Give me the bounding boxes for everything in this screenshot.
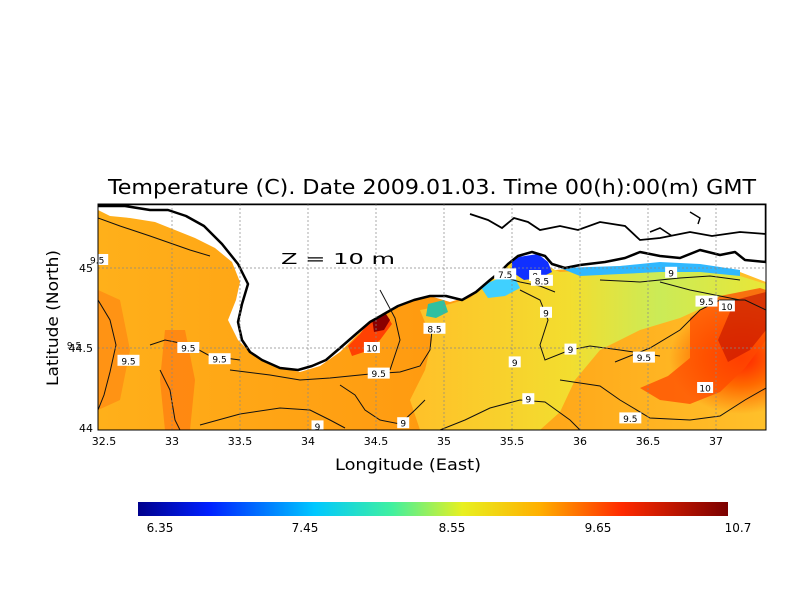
x-tick-label: 35.5 — [500, 435, 525, 448]
contour-label: 9.5 — [632, 351, 655, 364]
contour-label: 9.5 — [208, 353, 231, 366]
colorbar: 6.35 7.45 8.55 9.65 10.7 — [138, 502, 751, 535]
contour-label-text: 7.5 — [498, 271, 512, 281]
contour-label: 10 — [363, 342, 380, 355]
contour-label: 9 — [397, 417, 410, 430]
x-tick-label: 33.5 — [228, 435, 253, 448]
colorbar-tick-label: 6.35 — [147, 521, 174, 535]
contour-label: 9 — [508, 356, 521, 369]
colorbar-tick-label: 8.55 — [439, 521, 466, 535]
contour-label-text: 8.5 — [427, 325, 441, 335]
contour-label: 9 — [311, 420, 324, 433]
contour-label: 9 — [522, 393, 535, 406]
contour-label-text: 9.5 — [637, 354, 651, 364]
x-tick-label: 37 — [709, 435, 723, 448]
contour-label: 9.5 — [63, 338, 86, 351]
contour-label-text: 9 — [568, 346, 574, 356]
contour-label-text: 9.5 — [372, 370, 386, 380]
contour-label: 9 — [665, 266, 678, 279]
contour-label-text: 9.5 — [121, 357, 135, 367]
contour-label: 7.5 — [494, 268, 517, 281]
plot-frame — [97, 203, 767, 431]
x-tick-label: 36 — [573, 435, 587, 448]
colorbar-tick-label: 7.45 — [292, 521, 319, 535]
contour-label-text: 9 — [512, 359, 518, 369]
grid-lines — [98, 204, 766, 430]
x-tick-label: 32.5 — [92, 435, 117, 448]
contour-label-text: 9.5 — [67, 341, 81, 351]
contour-label-text: 9.5 — [699, 298, 713, 308]
contour-label: 9.5 — [117, 354, 140, 367]
contour-label-text: 9 — [543, 309, 549, 319]
contour-label-text: 10 — [721, 303, 733, 313]
x-tick-label: 33 — [165, 435, 179, 448]
contour-label-text: 9 — [525, 396, 531, 406]
contour-label: 10 — [697, 382, 714, 395]
contour-label-text: 9 — [400, 420, 406, 430]
depth-annotation: Z = 10 m — [281, 250, 395, 268]
cold-water-patch — [512, 254, 552, 280]
contour-label: 9.5 — [86, 254, 109, 267]
y-axis: 44 44.5 45 — [69, 262, 94, 435]
contour-label: 9.5 — [367, 367, 390, 380]
y-tick-label: 45 — [79, 262, 93, 275]
contour-label-text: 9.5 — [212, 356, 226, 366]
y-axis-label: Latitude (North) — [43, 250, 62, 386]
x-axis: 32.5 33 33.5 34 34.5 35 35.5 36 36.5 37 — [92, 435, 723, 448]
contour-label-text: 10 — [699, 385, 711, 395]
land-crimea — [98, 204, 766, 372]
colorbar-tick-label: 10.7 — [725, 521, 752, 535]
contour-label: 8.5 — [423, 322, 446, 335]
contour-label-layer: 9.59.59.59.59.5109.5998.57.588.599999.59… — [63, 254, 735, 433]
contour-label: 10 — [718, 300, 735, 313]
contour-label-text: 9.5 — [181, 345, 195, 355]
x-axis-label: Longitude (East) — [335, 455, 481, 474]
colorbar-tick-label: 9.65 — [585, 521, 612, 535]
contour-label: 9.5 — [177, 342, 200, 355]
contour-label: 9 — [540, 306, 552, 319]
contour-label: 9.5 — [695, 295, 718, 308]
chart-title: Temperature (C). Date 2009.01.03. Time 0… — [107, 175, 757, 199]
map-plot-area: 9.59.59.59.59.5109.5998.57.588.599999.59… — [63, 203, 767, 433]
contour-label-text: 10 — [366, 345, 378, 355]
y-tick-label: 44 — [79, 422, 93, 435]
x-tick-label: 35 — [437, 435, 451, 448]
contour-label: 9 — [564, 343, 577, 356]
contour-label-text: 9 — [668, 269, 674, 279]
contour-label: 9.5 — [619, 412, 642, 425]
y-tick-label: 44.5 — [69, 342, 94, 355]
contour-label-text: 9.5 — [90, 257, 104, 267]
contour-label-text: 9 — [315, 423, 321, 433]
x-tick-label: 34.5 — [364, 435, 389, 448]
x-tick-label: 36.5 — [636, 435, 661, 448]
contour-label: 8.5 — [530, 274, 553, 287]
contour-label-text: 8.5 — [535, 277, 549, 287]
colorbar-gradient — [138, 502, 728, 516]
contour-label-text: 9.5 — [623, 415, 637, 425]
x-tick-label: 34 — [301, 435, 315, 448]
